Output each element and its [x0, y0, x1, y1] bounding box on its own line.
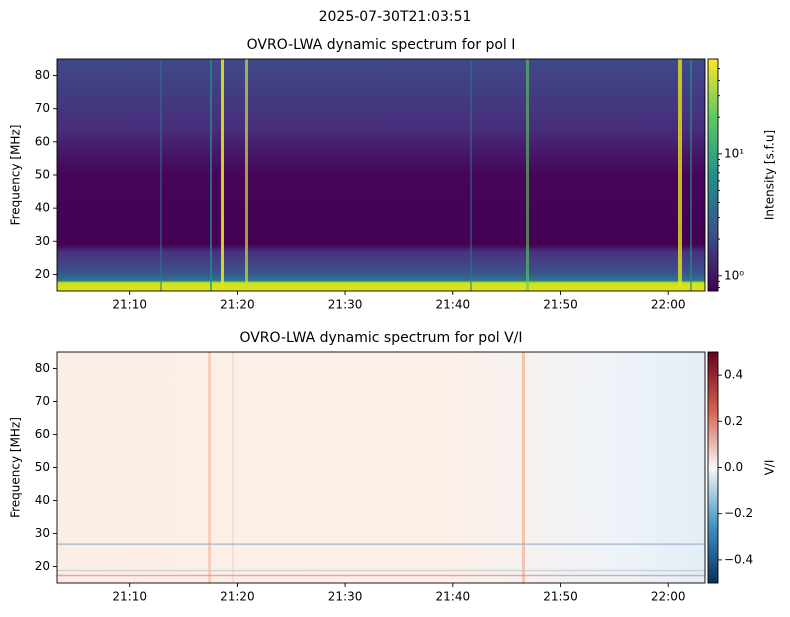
heatmap-streak [210, 59, 212, 291]
heatmap-streak [160, 59, 162, 291]
y-tick-label: 70 [35, 101, 50, 115]
heatmap-band [57, 574, 705, 577]
heatmap-streak [232, 352, 234, 583]
heatmap-streak [470, 59, 472, 291]
y-tick-label: 30 [35, 526, 50, 540]
heatmap-streak [526, 59, 529, 291]
colorbar-tick-label: −0.2 [724, 506, 753, 520]
heatmap-streak [221, 59, 224, 291]
y-tick-label: 50 [35, 460, 50, 474]
heatmap-streak [245, 59, 248, 291]
y-tick-label: 80 [35, 361, 50, 375]
y-tick-label: 30 [35, 234, 50, 248]
panel-title: OVRO-LWA dynamic spectrum for pol V/I [239, 330, 522, 346]
x-tick-label: 22:00 [651, 590, 686, 604]
x-tick-label: 21:10 [112, 298, 147, 312]
heatmap-streak [522, 352, 525, 583]
y-tick-label: 20 [35, 559, 50, 573]
x-tick-label: 21:40 [436, 298, 471, 312]
colorbar-tick-label: 0.4 [724, 368, 743, 382]
y-axis-label: Frequency [MHz] [9, 125, 23, 226]
x-tick-label: 21:20 [220, 298, 255, 312]
y-tick-label: 40 [35, 493, 50, 507]
colorbar-tick-label: 0.2 [724, 414, 743, 428]
heatmap-image [57, 59, 705, 291]
colorbar-tick-label: 10⁰ [724, 268, 744, 282]
x-tick-label: 22:00 [651, 298, 686, 312]
x-tick-label: 21:20 [220, 590, 255, 604]
x-tick-label: 21:50 [543, 298, 578, 312]
colorbar-label: V/I [763, 460, 777, 476]
y-tick-label: 60 [35, 134, 50, 148]
y-axis-label: Frequency [MHz] [9, 417, 23, 518]
x-tick-label: 21:50 [543, 590, 578, 604]
x-tick-label: 21:40 [436, 590, 471, 604]
heatmap-streak [678, 59, 682, 291]
colorbar-frame [707, 58, 719, 292]
heatmap-streak [208, 352, 211, 583]
heatmap-band [57, 543, 705, 545]
colorbar-label: Intensity [s.f.u] [763, 130, 777, 220]
heatmap-image [57, 352, 705, 583]
colorbar [708, 352, 718, 583]
colorbar-tick-label: 0.0 [724, 460, 743, 474]
x-tick-label: 21:30 [328, 298, 363, 312]
figure-title: 2025-07-30T21:03:51 [319, 9, 472, 25]
y-tick-label: 50 [35, 168, 50, 182]
heatmap-band [57, 569, 705, 572]
y-tick-label: 80 [35, 68, 50, 82]
y-tick-label: 20 [35, 267, 50, 281]
y-tick-label: 70 [35, 394, 50, 408]
x-tick-label: 21:10 [112, 590, 147, 604]
panel-title: OVRO-LWA dynamic spectrum for pol I [247, 37, 516, 53]
y-tick-label: 60 [35, 427, 50, 441]
colorbar-tick-label: −0.4 [724, 552, 753, 566]
heatmap-streak [690, 59, 692, 291]
y-tick-label: 40 [35, 201, 50, 215]
x-tick-label: 21:30 [328, 590, 363, 604]
colorbar-tick-label: 10¹ [724, 146, 744, 160]
colorbar [708, 59, 718, 291]
